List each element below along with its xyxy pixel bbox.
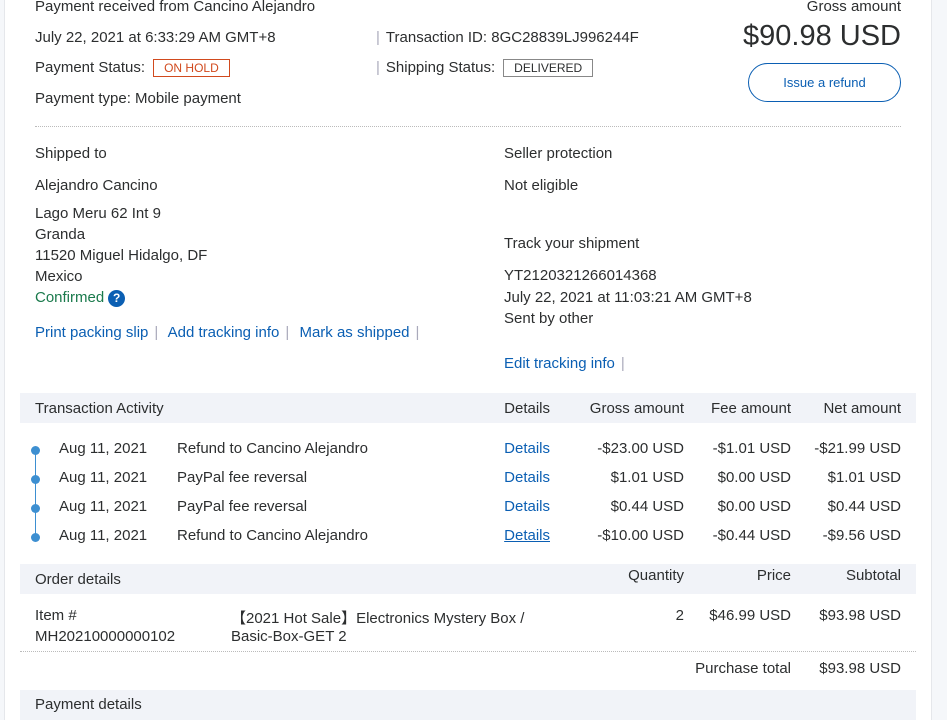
order-header xyxy=(20,564,916,594)
address-line: 11520 Miguel Hidalgo, DF xyxy=(35,247,208,264)
activity-description: PayPal fee reversal xyxy=(177,469,308,486)
recipient-name: Alejandro Cancino xyxy=(35,177,158,194)
transaction-id: | Transaction ID: 8GC28839LJ996244F xyxy=(376,29,639,46)
col-net: Net amount xyxy=(823,400,901,417)
item-name-cont: Basic-Box-GET 2 xyxy=(231,628,347,645)
activity-net: -$9.56 USD xyxy=(822,527,901,544)
issue-refund-button[interactable]: Issue a refund xyxy=(748,63,901,102)
activity-header xyxy=(20,393,916,423)
col-details: Details xyxy=(504,400,550,417)
address-line: Lago Meru 62 Int 9 xyxy=(35,205,161,222)
activity-net: -$21.99 USD xyxy=(814,440,901,457)
address-line: Granda xyxy=(35,226,86,243)
activity-date: Aug 11, 2021 xyxy=(59,440,148,457)
activity-fee: $0.00 USD xyxy=(717,498,791,515)
seller-protection-heading: Seller protection xyxy=(504,145,613,162)
transaction-date: July 22, 2021 at 6:33:29 AM GMT+8 xyxy=(35,29,276,46)
delivered-badge: DELIVERED xyxy=(503,59,594,78)
activity-date: Aug 11, 2021 xyxy=(59,527,148,544)
activity-gross: -$23.00 USD xyxy=(597,440,684,457)
item-price: $46.99 USD xyxy=(709,607,791,624)
timeline-dot xyxy=(31,475,40,484)
item-label: Item # xyxy=(35,607,77,624)
activity-description: Refund to Cancino Alejandro xyxy=(177,527,368,544)
activity-details-link[interactable]: Details xyxy=(504,440,550,457)
address-confirmed: Confirmed? xyxy=(35,289,126,307)
payment-details-header xyxy=(20,690,916,720)
col-quantity: Quantity xyxy=(628,567,684,584)
order-divider xyxy=(20,651,916,652)
activity-description: PayPal fee reversal xyxy=(177,498,308,515)
item-subtotal: $93.98 USD xyxy=(819,607,901,624)
item-name: 【2021 Hot Sale】Electronics Mystery Box / xyxy=(231,610,525,627)
transaction-card xyxy=(4,0,932,720)
activity-net: $0.44 USD xyxy=(827,498,901,515)
col-fee: Fee amount xyxy=(710,400,791,417)
divider xyxy=(35,126,901,127)
shipping-links: Print packing slip | Add tracking info | M… xyxy=(35,324,420,341)
col-gross: Gross amount xyxy=(589,400,684,417)
item-quantity: 2 xyxy=(675,607,684,624)
activity-details-link[interactable]: Details xyxy=(504,498,550,515)
activity-fee: $0.00 USD xyxy=(717,469,791,486)
activity-details-link[interactable]: Details xyxy=(504,469,550,486)
timeline-dot xyxy=(31,533,40,542)
shipping-status: | Shipping Status: DELIVERED xyxy=(376,59,594,78)
activity-gross: $0.44 USD xyxy=(610,498,684,515)
gross-amount: $90.98 USD xyxy=(743,20,901,52)
timeline-line xyxy=(34,448,36,536)
on-hold-badge: ON HOLD xyxy=(153,59,230,78)
activity-net: $1.01 USD xyxy=(827,469,901,486)
shipped-to-heading: Shipped to xyxy=(35,145,107,162)
activity-heading: Transaction Activity xyxy=(35,400,164,417)
page-title: Payment received from Cancino Alejandro xyxy=(35,0,316,15)
payment-type: Payment type: Mobile payment xyxy=(35,90,241,107)
item-number: MH20210000000102 xyxy=(35,628,176,645)
activity-gross: $1.01 USD xyxy=(610,469,684,486)
purchase-total-label: Purchase total xyxy=(695,660,791,677)
activity-gross: -$10.00 USD xyxy=(597,527,684,544)
activity-date: Aug 11, 2021 xyxy=(59,469,148,486)
edit-tracking-info-link[interactable]: Edit tracking info xyxy=(504,355,615,372)
activity-fee: -$1.01 USD xyxy=(712,440,791,457)
help-icon[interactable]: ? xyxy=(108,290,126,307)
payment-details-heading: Payment details xyxy=(35,696,142,713)
add-tracking-info-link[interactable]: Add tracking info xyxy=(167,324,280,341)
payment-status: Payment Status: ON HOLD xyxy=(35,59,230,78)
print-packing-slip-link[interactable]: Print packing slip xyxy=(35,324,149,341)
tracking-date: July 22, 2021 at 11:03:21 AM GMT+8 xyxy=(504,289,752,306)
timeline-dot xyxy=(31,504,40,513)
purchase-total: $93.98 USD xyxy=(819,660,901,677)
timeline-dot xyxy=(31,446,40,455)
activity-details-link[interactable]: Details xyxy=(504,527,550,544)
activity-fee: -$0.44 USD xyxy=(712,527,791,544)
gross-label: Gross amount xyxy=(806,0,901,15)
mark-as-shipped-link[interactable]: Mark as shipped xyxy=(299,324,410,341)
edit-tracking: Edit tracking info | xyxy=(504,355,625,372)
track-shipment-heading: Track your shipment xyxy=(504,235,640,252)
activity-date: Aug 11, 2021 xyxy=(59,498,148,515)
sent-by: Sent by other xyxy=(504,310,594,327)
col-subtotal: Subtotal xyxy=(845,567,901,584)
activity-description: Refund to Cancino Alejandro xyxy=(177,440,368,457)
seller-protection-value: Not eligible xyxy=(504,177,579,194)
col-price: Price xyxy=(756,567,791,584)
tracking-number: YT2120321266014368 xyxy=(504,267,657,284)
address-line: Mexico xyxy=(35,268,83,285)
order-heading: Order details xyxy=(35,571,121,588)
